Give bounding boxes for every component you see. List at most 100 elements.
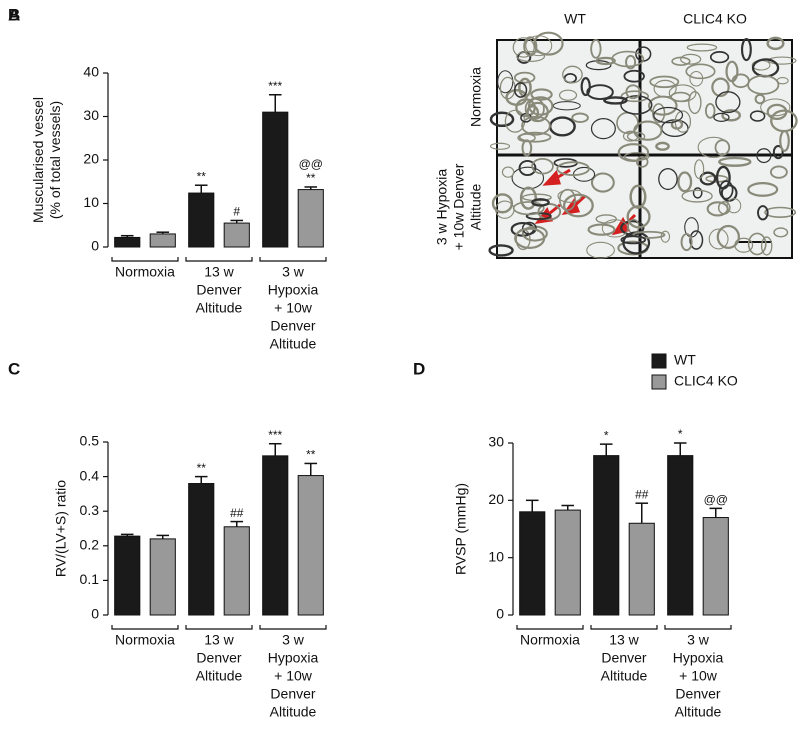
bar (702, 517, 729, 616)
x-tick-label: + 10w (274, 668, 313, 684)
tissue (531, 198, 550, 207)
y-tick-label: 20 (83, 151, 99, 167)
tissue (587, 223, 616, 236)
tissue (689, 230, 704, 250)
tissue (533, 31, 564, 56)
y-tick-label: 0.2 (80, 537, 100, 553)
x-tick-label: + 10w (679, 668, 718, 684)
category-bracket (185, 257, 253, 262)
tissue (734, 237, 754, 253)
tissue (590, 172, 615, 193)
category-bracket (259, 625, 327, 630)
x-tick-label: Hypoxia (673, 650, 724, 666)
bar (593, 455, 620, 616)
tissue (505, 88, 528, 106)
x-tick-label: Hypoxia (268, 282, 319, 298)
tissue (595, 214, 617, 224)
significance-label: *** (268, 79, 282, 93)
significance-label: ** (197, 169, 207, 183)
tissue (525, 35, 553, 57)
significance-label: ** (306, 171, 316, 185)
tissue (623, 152, 650, 161)
tissue (749, 110, 766, 122)
tissue (517, 133, 536, 143)
tissue (620, 95, 653, 115)
significance-label: ** (197, 461, 207, 475)
row-label: + 10w Denver (451, 163, 467, 250)
bar (262, 455, 289, 616)
x-tick-label: 3 w (282, 264, 305, 280)
legend-swatch (651, 374, 667, 390)
panel-label: C (8, 359, 20, 378)
tissue (694, 159, 705, 180)
tissue (769, 165, 788, 179)
category-bracket (185, 625, 253, 630)
y-tick-label: 10 (488, 548, 504, 564)
tissue (633, 120, 663, 141)
category-bracket (664, 625, 732, 630)
tissue (512, 201, 545, 216)
y-tick-label: 0.1 (80, 571, 100, 587)
tissue (773, 227, 789, 238)
tissue (497, 70, 514, 94)
y-tick-label: 30 (83, 107, 99, 123)
tissue (557, 189, 582, 203)
tissue (590, 117, 616, 140)
tissue (601, 219, 629, 238)
legend-label: WT (674, 352, 696, 368)
y-tick-label: 0.5 (80, 433, 100, 449)
significance-label: ## (635, 487, 649, 501)
tissue (756, 148, 772, 164)
tissue (620, 235, 647, 245)
tissue (649, 75, 680, 89)
x-tick-label: Denver (270, 318, 315, 334)
tissue (685, 63, 716, 80)
tissue (708, 228, 729, 250)
tissue (489, 111, 515, 128)
y-axis-label: RVSP (mmHg) (453, 483, 469, 575)
tissue (514, 82, 528, 98)
tissue (586, 84, 614, 101)
y-tick-label: 0.3 (80, 502, 100, 518)
bar (223, 222, 250, 248)
tissue (721, 109, 741, 122)
bar (114, 535, 141, 616)
tissue (521, 225, 548, 242)
x-tick-label: Denver (196, 650, 241, 666)
tissue (747, 232, 767, 256)
tissue (697, 136, 730, 158)
tissue (530, 88, 553, 101)
x-tick-label: 13 w (204, 632, 234, 648)
tissue (715, 91, 741, 114)
column-label: WT (564, 11, 586, 27)
significance-label: * (604, 428, 609, 442)
tissue (747, 182, 779, 197)
y-axis-label: RV/(LV+S) ratio (53, 480, 69, 577)
tissue (527, 96, 554, 116)
category-bracket (259, 257, 327, 262)
tissue (626, 131, 646, 142)
x-tick-label: Normoxia (115, 264, 175, 280)
bar (297, 189, 324, 248)
tissue (580, 77, 591, 97)
tissue (516, 50, 546, 62)
x-tick-label: 3 w (282, 632, 305, 648)
x-tick-label: 3 w (687, 632, 710, 648)
row-label: 3 w Hypoxia (434, 169, 450, 245)
tissue (595, 56, 616, 66)
row-label: Altitude (468, 183, 484, 230)
tissue (521, 221, 537, 235)
bar (188, 192, 215, 248)
x-tick-label: Altitude (675, 704, 722, 720)
tissue (677, 171, 693, 193)
x-tick-label: + 10w (274, 300, 313, 316)
x-tick-label: Altitude (601, 668, 648, 684)
bar (149, 233, 176, 248)
tissue (562, 193, 594, 218)
significance-label: ** (306, 448, 316, 462)
tissue (558, 89, 578, 101)
tissue (680, 53, 702, 65)
x-tick-label: Denver (196, 282, 241, 298)
tissue (489, 142, 511, 150)
